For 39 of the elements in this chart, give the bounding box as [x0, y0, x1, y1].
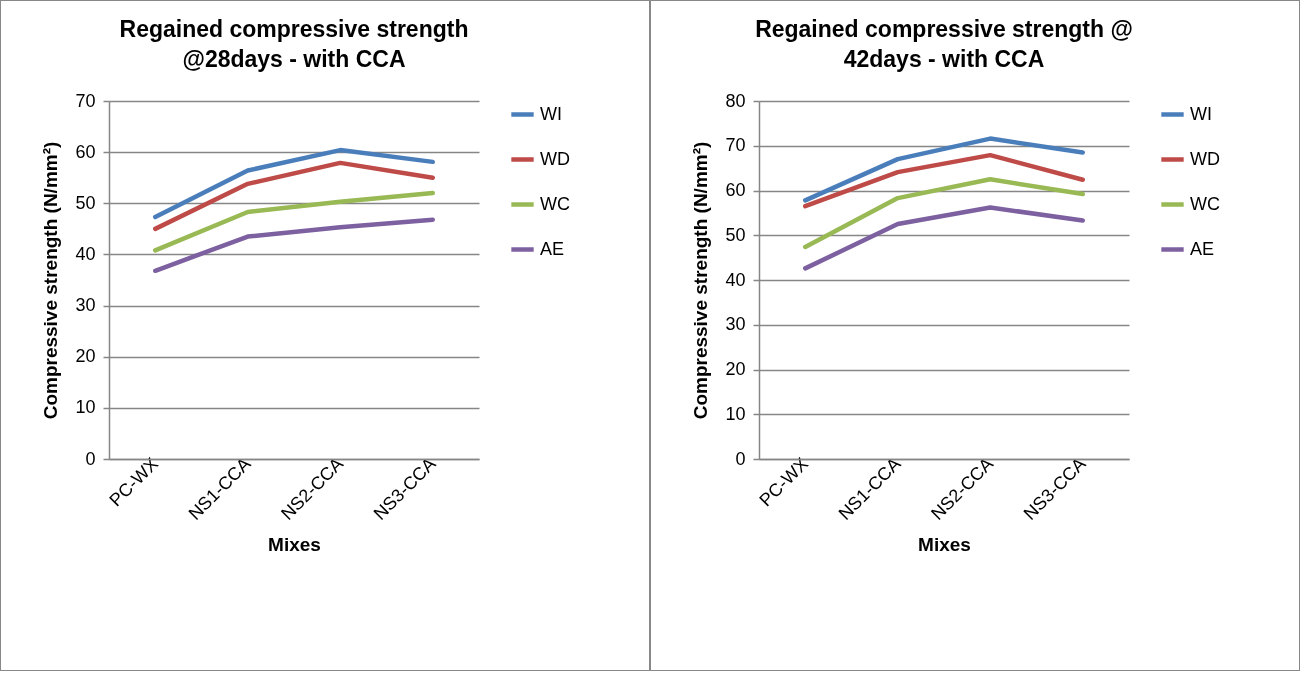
legend-label: WI: [1190, 103, 1212, 124]
y-axis-title: Compressive strength (N/mm²): [690, 141, 712, 420]
y-tick-label: 80: [725, 90, 746, 111]
line-series: [803, 205, 1085, 271]
y-tick-label: 0: [735, 448, 746, 469]
y-tick-label: 10: [725, 403, 746, 424]
y-tick-label: 70: [725, 135, 746, 156]
legend-label: WD: [540, 148, 570, 169]
legend-label: WC: [1190, 193, 1220, 214]
y-tick-label: 70: [75, 90, 96, 111]
legend-label: WC: [540, 193, 570, 214]
chart-title: Regained compressive strength @28days - with CCA: [119, 16, 469, 72]
y-tick-label: 40: [725, 269, 746, 290]
y-tick-label: 20: [725, 359, 746, 379]
y-tick-label: 60: [75, 141, 96, 162]
y-tick-label: 40: [75, 243, 96, 264]
line-series: [153, 190, 435, 253]
legend-label: AE: [1190, 238, 1215, 259]
y-tick-label: 10: [75, 397, 96, 418]
legend-label: WI: [540, 103, 562, 124]
y-tick-label: 60: [725, 180, 746, 200]
legend-label: WD: [1190, 148, 1220, 169]
y-tick-label: 30: [75, 295, 96, 316]
legend-label: AE: [540, 238, 565, 259]
y-tick-label: 0: [85, 448, 96, 469]
y-tick-label: 50: [75, 192, 96, 213]
line-series: [153, 160, 435, 232]
x-axis-title: Mixes: [268, 533, 321, 555]
y-tick-label: 50: [725, 224, 746, 245]
y-tick-label: 30: [725, 314, 746, 335]
line-series: [153, 147, 435, 220]
line-series: [803, 152, 1085, 209]
chart-title: Regained compressive strength @ 42days - with CCA: [755, 16, 1133, 72]
line-series: [803, 177, 1085, 250]
line-series: [153, 217, 435, 274]
x-axis-title: Mixes: [918, 533, 971, 555]
line-series: [803, 136, 1085, 203]
y-axis-title: Compressive strength (N/mm²): [40, 141, 62, 420]
y-tick-label: 20: [75, 346, 96, 367]
